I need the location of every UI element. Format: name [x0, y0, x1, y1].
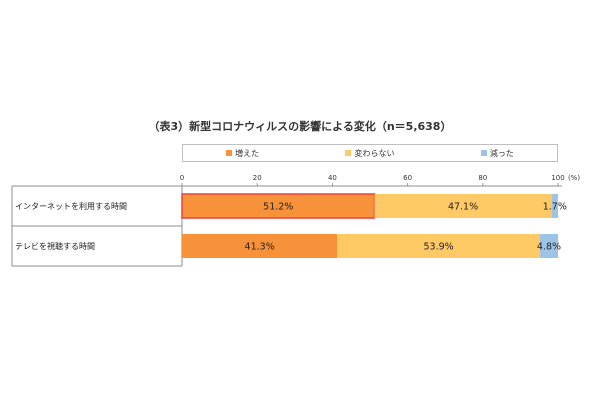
- legend-label: 減った: [489, 148, 514, 158]
- data-label: 1.7%: [543, 202, 567, 213]
- legend-label: 増えた: [235, 148, 260, 158]
- bar-segment: [182, 234, 338, 258]
- bar-segment: [551, 194, 558, 218]
- x-tick-label: 80: [478, 174, 487, 182]
- category-label: インターネットを利用する時間: [15, 201, 127, 211]
- bar-segment: [374, 194, 552, 218]
- x-tick-label: 20: [253, 174, 262, 182]
- chart-title: （表3）新型コロナウィルスの影響による変化（n＝5,638）: [148, 120, 452, 133]
- x-tick-label: 40: [328, 174, 337, 182]
- legend-swatch: [480, 150, 487, 156]
- x-tick-label: 0: [180, 174, 184, 182]
- legend-item: 増えた: [226, 148, 259, 159]
- data-label: 53.9%: [424, 242, 454, 253]
- bar-segment: [181, 193, 376, 219]
- x-tick-label: 100: [551, 174, 564, 182]
- legend-swatch: [345, 150, 352, 156]
- legend-item: 変わらない: [345, 148, 394, 159]
- data-label: 47.1%: [448, 202, 478, 213]
- x-unit-label: (%): [568, 174, 580, 182]
- data-label: 51.2%: [263, 202, 293, 213]
- category-label: テレビを視聴する時間: [15, 241, 95, 251]
- legend-label: 変わらない: [354, 148, 395, 158]
- data-label: 41.3%: [245, 242, 275, 253]
- bar-segment: [337, 234, 540, 258]
- legend: 増えた 変わらない 減った: [182, 144, 558, 162]
- data-label: 4.8%: [537, 242, 561, 253]
- x-tick-label: 60: [403, 174, 412, 182]
- legend-swatch: [226, 150, 233, 156]
- legend-item: 減った: [480, 148, 514, 159]
- bar-segment: [539, 234, 558, 258]
